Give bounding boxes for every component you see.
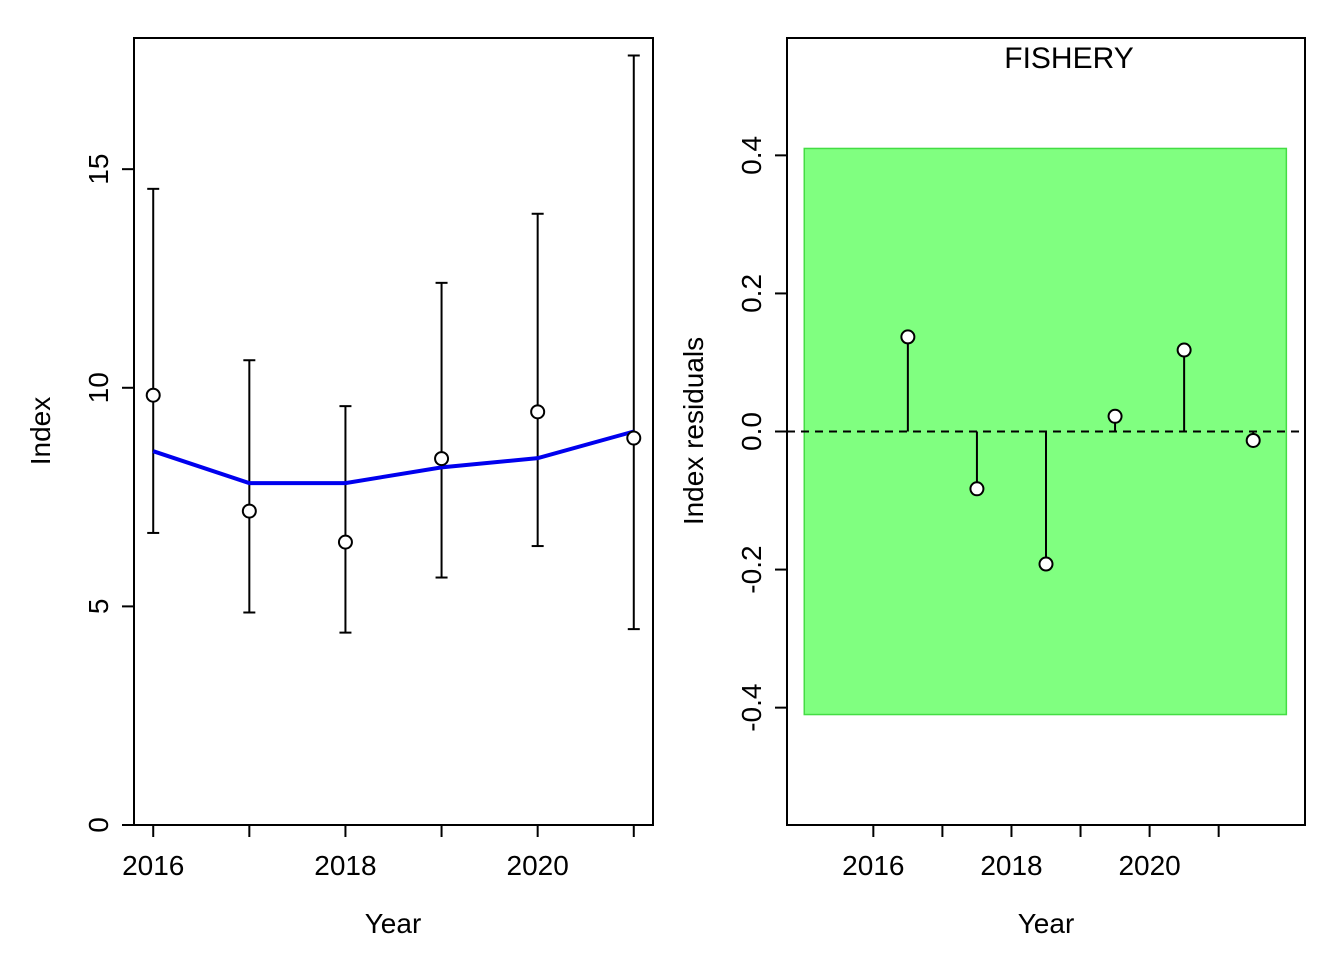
- x-tick-label: 2016: [842, 850, 904, 881]
- residual-point: [900, 329, 916, 345]
- y-tick-label: -0.2: [736, 545, 767, 593]
- residual-point: [969, 481, 985, 497]
- x-axis: 2016 2018 2020: [842, 825, 1220, 881]
- residuals-panel: -0.4 -0.2 0.0 0.2 0.4 2016 2018 2020 FISHERY Y…: [678, 37, 1306, 939]
- y-axis: -0.4 -0.2 0.0 0.2 0.4: [736, 136, 787, 732]
- x-axis-label: Year: [365, 908, 422, 939]
- residual-point: [1245, 432, 1261, 448]
- x-tick-label: 2020: [507, 850, 569, 881]
- data-point: [241, 503, 257, 519]
- data-point: [530, 404, 546, 420]
- x-tick-label: 2016: [122, 850, 184, 881]
- y-tick-label: 15: [83, 154, 114, 185]
- y-axis-label: Index: [25, 397, 56, 466]
- y-tick-label: -0.4: [736, 684, 767, 732]
- y-tick-label: 0: [83, 817, 114, 833]
- chart-title: FISHERY: [1004, 42, 1133, 75]
- x-axis: 2016 2018 2020: [122, 825, 635, 881]
- x-tick-label: 2018: [980, 850, 1042, 881]
- fitted-line: [152, 429, 635, 486]
- x-tick-label: 2018: [314, 850, 376, 881]
- data-point: [145, 387, 161, 403]
- data-point: [434, 451, 450, 467]
- index-fit-panel: 0 5 10 15 2016 2018 2020 Year Index: [25, 37, 654, 939]
- x-axis-label: Year: [1018, 908, 1075, 939]
- residual-point: [1176, 342, 1192, 358]
- y-axis-label: Index residuals: [678, 337, 709, 525]
- y-tick-label: 10: [83, 372, 114, 403]
- error-bars: [147, 54, 640, 634]
- plot-frame: [133, 37, 654, 826]
- residual-point: [1038, 556, 1054, 572]
- observed-points: [145, 387, 642, 550]
- residual-points: [900, 329, 1261, 572]
- data-point: [337, 534, 353, 550]
- data-point: [626, 430, 642, 446]
- x-tick-label: 2020: [1118, 850, 1180, 881]
- residual-point: [1107, 408, 1123, 424]
- y-tick-label: 5: [83, 599, 114, 615]
- y-axis: 0 5 10 15: [83, 154, 134, 833]
- y-tick-label: 0.0: [736, 412, 767, 451]
- y-tick-label: 0.4: [736, 136, 767, 175]
- y-tick-label: 0.2: [736, 274, 767, 313]
